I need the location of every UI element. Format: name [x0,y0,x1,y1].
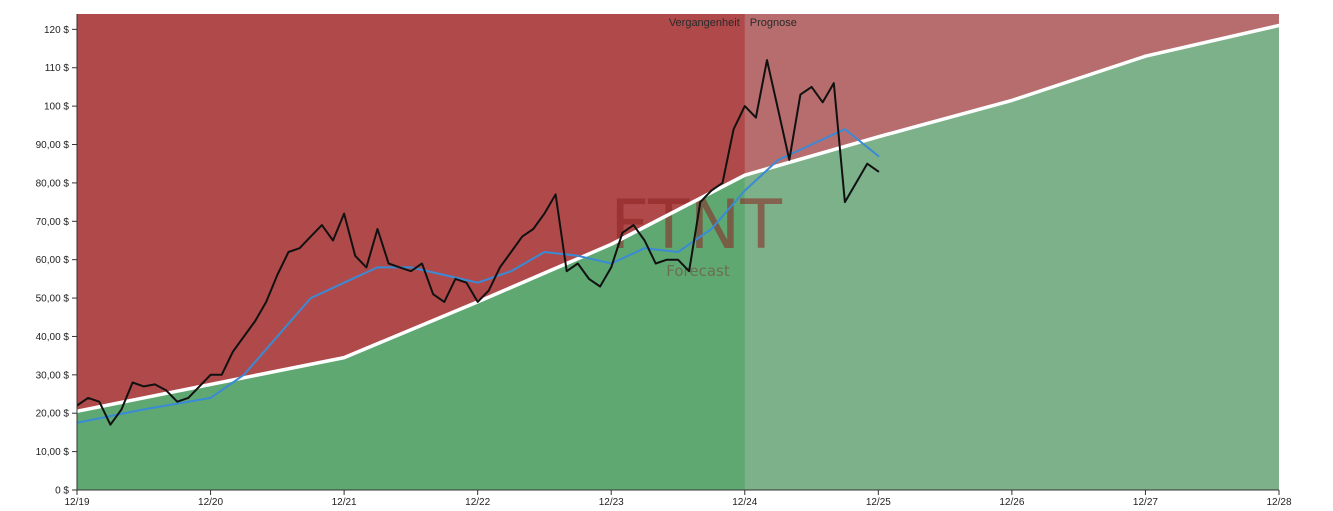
x-tick-label: 12/19 [64,497,89,508]
y-tick-label: 100 $ [44,102,69,113]
y-tick-label: 20,00 $ [36,409,70,420]
y-tick-label: 80,00 $ [36,178,70,189]
watermark-site: Forecast [666,262,730,280]
trend-line [77,23,1279,414]
forecast-period-label: Prognose [750,17,797,29]
x-tick-label: 12/20 [198,497,223,508]
below-trend-area [77,25,1279,490]
y-tick-label: 90,00 $ [36,140,70,151]
series-lines [77,23,1279,426]
above-trend-area [77,14,1279,412]
y-tick-label: 60,00 $ [36,255,70,266]
y-tick-label: 30,00 $ [36,370,70,381]
period-labels: Vergangenheit Prognose [669,17,797,29]
forecast-period-overlay [744,14,1279,490]
y-tick-label: 0 $ [55,486,69,497]
y-tick-label: 50,00 $ [36,294,70,305]
x-tick-label: 12/22 [465,497,490,508]
y-tick-label: 120 $ [44,25,69,36]
x-tick-label: 12/23 [599,497,624,508]
y-tick-label: 10,00 $ [36,447,70,458]
x-tick-label: 12/26 [999,497,1024,508]
x-tick-label: 12/21 [332,497,357,508]
x-tick-label: 12/28 [1266,497,1291,508]
y-tick-label: 70,00 $ [36,217,70,228]
x-tick-label: 12/24 [732,497,757,508]
y-tick-label: 40,00 $ [36,332,70,343]
x-tick-label: 12/25 [866,497,891,508]
y-tick-label: 110 $ [45,63,70,74]
axes: 0 $ 10,00 $ 20,00 $ 30,00 $ 40,00 $ 50,00 $ 60… [36,14,1292,508]
x-tick-label: 12/27 [1133,497,1158,508]
past-period-label: Vergangenheit [669,17,740,29]
moving-average-line [77,128,880,424]
price-line [77,59,880,426]
